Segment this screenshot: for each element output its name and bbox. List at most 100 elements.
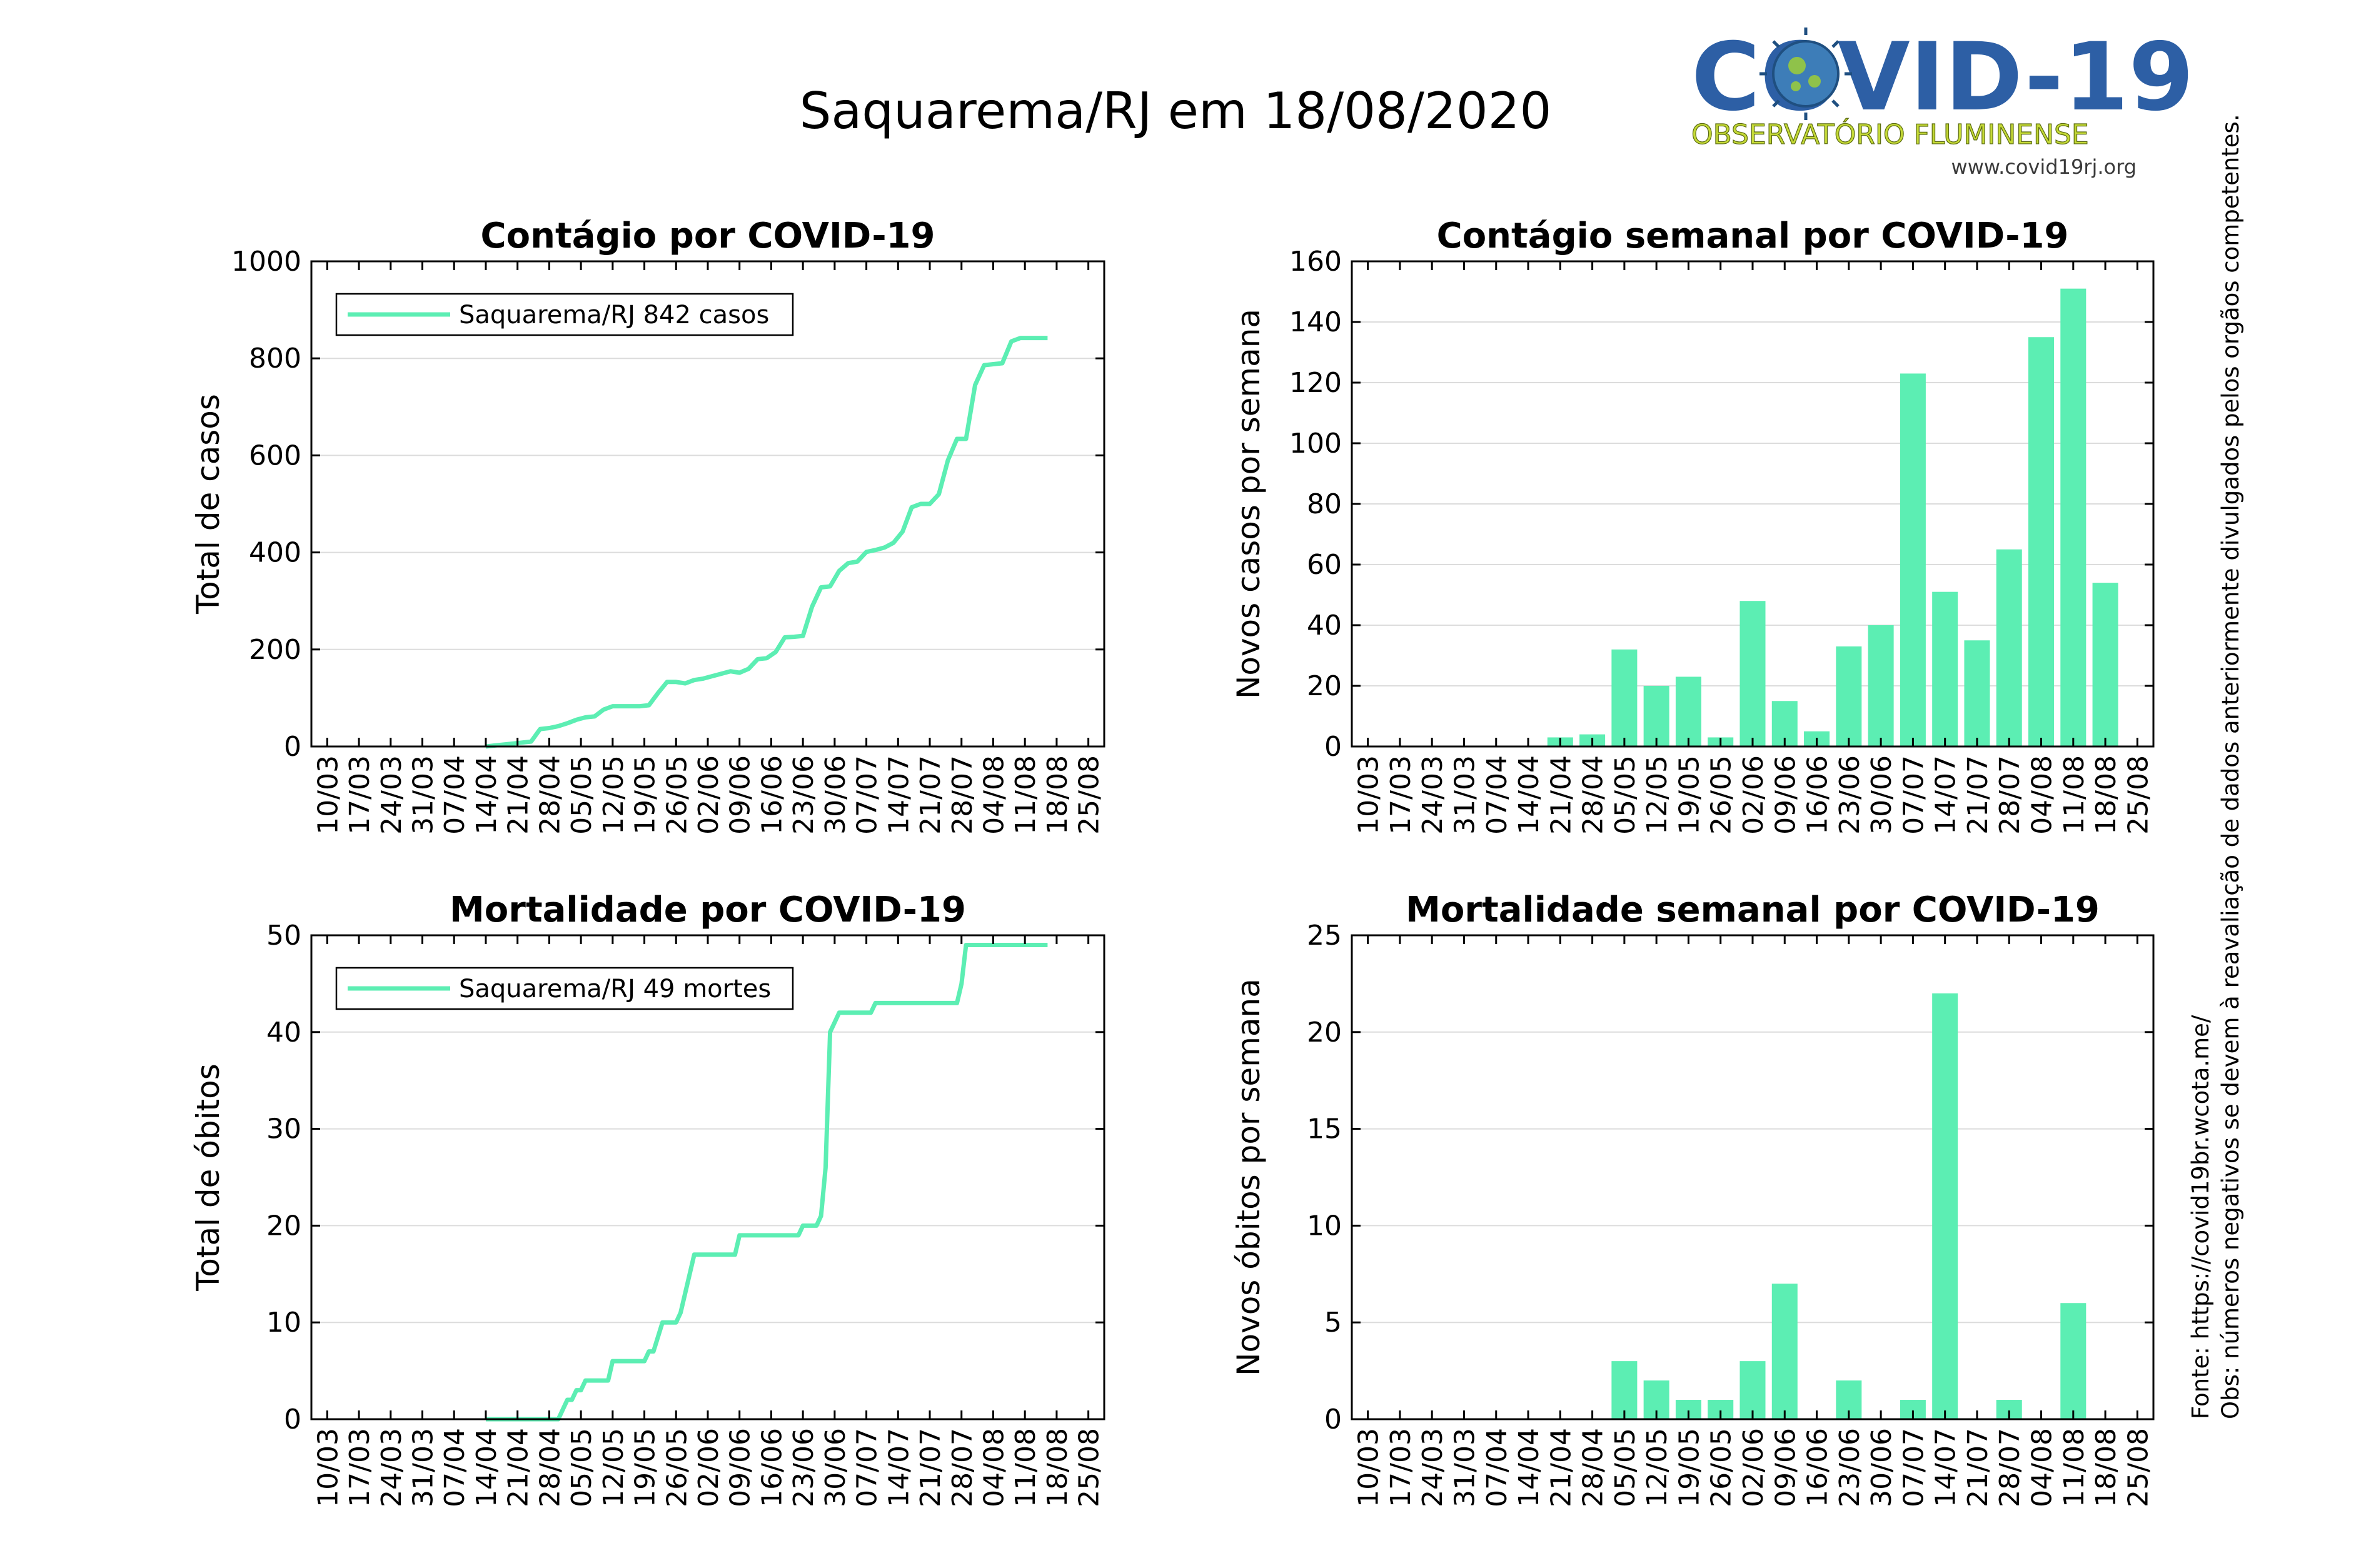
y-tick-label: 10 xyxy=(266,1307,301,1339)
x-tick-label: 25/08 xyxy=(2122,1428,2154,1507)
x-tick-label: 07/07 xyxy=(852,1428,883,1507)
x-tick-label: 17/03 xyxy=(344,1428,376,1507)
y-tick-label: 0 xyxy=(284,1404,301,1435)
source-note: Fonte: https://covid19br.wcota.me/ xyxy=(2187,1015,2214,1419)
y-tick-label: 160 xyxy=(1289,246,1342,278)
x-tick-label: 28/07 xyxy=(947,755,979,835)
series-line xyxy=(486,943,1048,1422)
x-tick-label: 30/06 xyxy=(820,755,852,835)
panel-title: Mortalidade semanal por COVID-19 xyxy=(1406,890,2100,930)
y-tick-label: 50 xyxy=(266,920,301,952)
x-tick-label: 10/03 xyxy=(1353,755,1385,835)
x-tick-label: 07/07 xyxy=(1898,755,1930,835)
y-tick-label: 120 xyxy=(1289,367,1342,399)
x-tick-label: 31/03 xyxy=(408,755,440,835)
bar xyxy=(1611,649,1638,746)
x-tick-label: 09/06 xyxy=(1769,755,1801,835)
x-tick-label: 14/07 xyxy=(1930,755,1962,835)
x-tick-label: 19/05 xyxy=(630,1428,662,1507)
x-tick-label: 14/04 xyxy=(471,1428,503,1507)
x-tick-label: 18/08 xyxy=(1042,1428,1074,1507)
x-tick-label: 24/03 xyxy=(376,755,408,835)
x-tick-label: 07/04 xyxy=(439,1428,471,1507)
y-tick-label: 80 xyxy=(1307,488,1342,520)
panel-title: Contágio por COVID-19 xyxy=(481,216,935,256)
bar xyxy=(2060,288,2087,746)
x-tick-label: 12/05 xyxy=(598,755,630,835)
x-tick-label: 02/06 xyxy=(1738,755,1769,835)
y-tick-label: 800 xyxy=(249,343,301,374)
obs-note: Obs: números negativos se devem à reaval… xyxy=(2217,114,2244,1419)
logo-url: www.covid19rj.org xyxy=(1951,155,2137,179)
x-tick-label: 23/06 xyxy=(1834,1428,1866,1507)
x-tick-label: 17/03 xyxy=(1385,755,1417,835)
x-tick-label: 28/04 xyxy=(534,1428,566,1507)
x-tick-label: 12/05 xyxy=(1641,1428,1673,1507)
x-tick-label: 31/03 xyxy=(1449,755,1481,835)
bar xyxy=(1868,625,1894,746)
bar xyxy=(1932,591,1958,746)
x-tick-label: 05/05 xyxy=(566,1428,598,1507)
y-tick-label: 140 xyxy=(1289,306,1342,338)
y-tick-label: 0 xyxy=(1324,731,1342,763)
x-tick-label: 28/04 xyxy=(534,755,566,835)
x-tick-label: 21/07 xyxy=(915,1428,947,1507)
x-tick-label: 24/03 xyxy=(1417,1428,1449,1507)
legend-label: Saquarema/RJ 842 casos xyxy=(459,301,769,329)
x-tick-label: 04/08 xyxy=(978,755,1010,835)
x-tick-label: 14/04 xyxy=(1513,755,1545,835)
x-tick-label: 02/06 xyxy=(693,1428,725,1507)
x-tick-label: 30/06 xyxy=(1866,755,1898,835)
x-tick-label: 04/08 xyxy=(978,1428,1010,1507)
covid19-observatory-logo: COVID-19 OBSERVATÓRIO FLUMINENSE www.cov… xyxy=(1691,23,2194,179)
x-tick-label: 05/05 xyxy=(566,755,598,835)
x-tick-label: 28/04 xyxy=(1578,1428,1609,1507)
x-tick-label: 21/04 xyxy=(1545,1428,1577,1507)
x-tick-label: 25/08 xyxy=(2122,755,2154,835)
x-tick-label: 26/05 xyxy=(661,1428,693,1507)
x-tick-label: 14/07 xyxy=(1930,1428,1962,1507)
bar xyxy=(1675,676,1701,746)
bar xyxy=(1771,1284,1798,1419)
x-tick-label: 25/08 xyxy=(1074,1428,1105,1507)
figure-title: Saquarema/RJ em 18/08/2020 xyxy=(800,82,1552,140)
y-tick-label: 30 xyxy=(266,1113,301,1145)
x-tick-label: 31/03 xyxy=(1449,1428,1481,1507)
x-tick-label: 11/08 xyxy=(2058,755,2090,835)
x-tick-label: 09/06 xyxy=(725,755,757,835)
x-tick-label: 23/06 xyxy=(788,1428,820,1507)
x-tick-label: 21/04 xyxy=(1545,755,1577,835)
x-tick-label: 19/05 xyxy=(1673,755,1705,835)
x-tick-label: 09/06 xyxy=(725,1428,757,1507)
x-tick-label: 16/06 xyxy=(756,755,788,835)
x-tick-label: 30/06 xyxy=(1866,1428,1898,1507)
x-tick-label: 09/06 xyxy=(1769,1428,1801,1507)
x-tick-label: 14/07 xyxy=(883,755,915,835)
bar xyxy=(2028,337,2055,746)
logo-title: COVID-19 xyxy=(1691,23,2194,132)
x-tick-label: 21/04 xyxy=(503,755,535,835)
bar xyxy=(1964,640,1990,746)
x-tick-label: 28/04 xyxy=(1578,755,1609,835)
y-tick-label: 5 xyxy=(1324,1307,1342,1339)
x-tick-label: 11/08 xyxy=(2058,1428,2090,1507)
bar xyxy=(2060,1303,2087,1419)
x-tick-label: 23/06 xyxy=(788,755,820,835)
bar xyxy=(1739,1361,1766,1419)
panel-weekly-deaths: 0 5 10 15 20 25 10/03 17/03 24/03 31/03 07/04 14/04… xyxy=(1231,890,2155,1507)
x-tick-label: 12/05 xyxy=(1641,755,1673,835)
y-tick-label: 40 xyxy=(266,1017,301,1048)
bar xyxy=(1739,601,1766,746)
x-tick-label: 07/04 xyxy=(1481,755,1513,835)
virus-icon xyxy=(1759,28,1852,120)
x-tick-label: 26/05 xyxy=(661,755,693,835)
bar xyxy=(1932,993,1958,1419)
x-tick-label: 14/07 xyxy=(883,1428,915,1507)
y-tick-label: 40 xyxy=(1307,610,1342,641)
x-tick-label: 19/05 xyxy=(630,755,662,835)
x-tick-label: 28/07 xyxy=(1994,1428,2026,1507)
x-tick-label: 23/06 xyxy=(1834,755,1866,835)
y-tick-label: 600 xyxy=(249,440,301,471)
